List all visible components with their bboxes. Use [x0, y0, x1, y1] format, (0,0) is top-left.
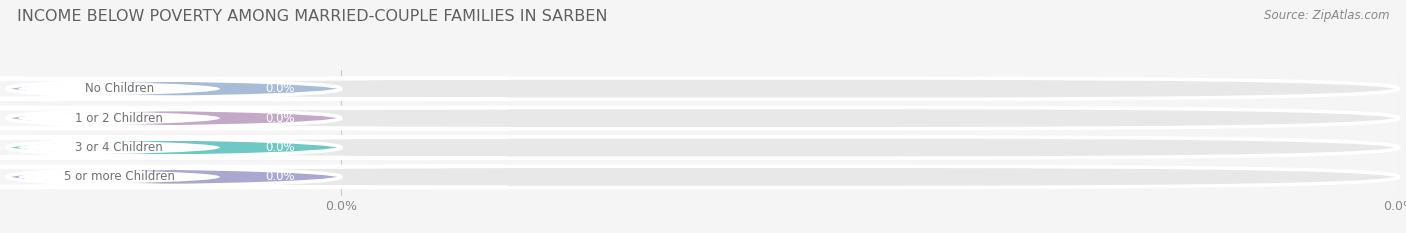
- FancyBboxPatch shape: [7, 137, 1399, 158]
- FancyBboxPatch shape: [7, 78, 1399, 99]
- FancyBboxPatch shape: [0, 166, 508, 188]
- Text: 5 or more Children: 5 or more Children: [63, 170, 174, 183]
- FancyBboxPatch shape: [0, 139, 422, 156]
- Text: Source: ZipAtlas.com: Source: ZipAtlas.com: [1264, 9, 1389, 22]
- Text: 0.0%: 0.0%: [266, 82, 295, 95]
- Text: 0.0%: 0.0%: [266, 170, 295, 183]
- FancyBboxPatch shape: [0, 168, 422, 185]
- FancyBboxPatch shape: [0, 107, 508, 129]
- Text: INCOME BELOW POVERTY AMONG MARRIED-COUPLE FAMILIES IN SARBEN: INCOME BELOW POVERTY AMONG MARRIED-COUPL…: [17, 9, 607, 24]
- FancyBboxPatch shape: [0, 110, 422, 127]
- Text: 3 or 4 Children: 3 or 4 Children: [75, 141, 163, 154]
- FancyBboxPatch shape: [7, 166, 1399, 188]
- Text: 1 or 2 Children: 1 or 2 Children: [75, 112, 163, 125]
- FancyBboxPatch shape: [0, 78, 508, 99]
- Text: No Children: No Children: [84, 82, 153, 95]
- Text: 0.0%: 0.0%: [266, 112, 295, 125]
- FancyBboxPatch shape: [0, 137, 508, 158]
- Text: 0.0%: 0.0%: [266, 141, 295, 154]
- FancyBboxPatch shape: [7, 107, 1399, 129]
- FancyBboxPatch shape: [0, 80, 422, 97]
